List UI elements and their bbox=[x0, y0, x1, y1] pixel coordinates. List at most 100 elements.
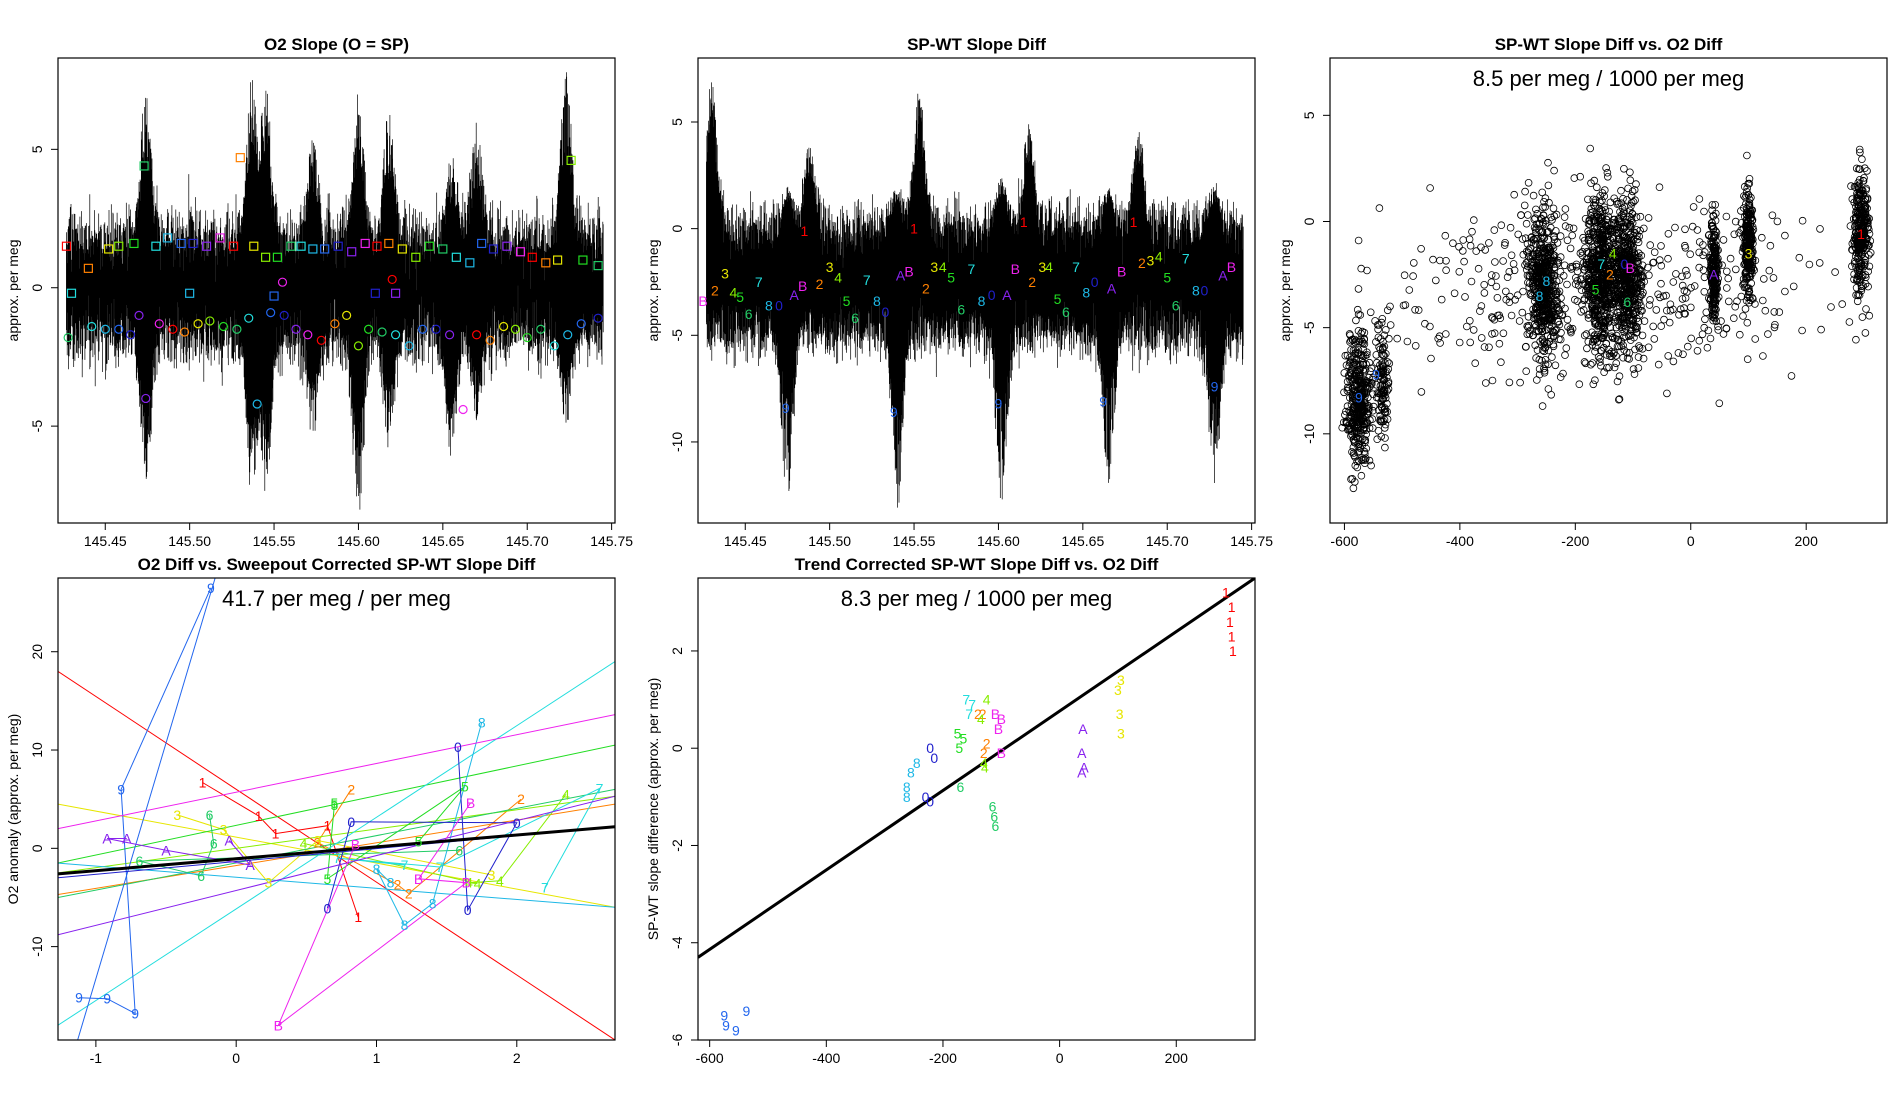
scatter-point bbox=[1654, 360, 1663, 369]
scatter-point bbox=[1626, 230, 1635, 239]
scatter-point bbox=[1712, 285, 1720, 294]
scatter-point bbox=[1705, 231, 1713, 239]
scatter-point bbox=[1587, 360, 1595, 369]
scatter-point bbox=[1568, 231, 1576, 240]
scatter-point bbox=[1544, 360, 1552, 369]
square-marker bbox=[541, 258, 551, 268]
group-label: 9 bbox=[207, 580, 215, 596]
x-tick-label: 145.75 bbox=[590, 533, 633, 549]
group-label: 1 bbox=[199, 774, 207, 790]
scatter-point bbox=[1357, 471, 1366, 480]
scatter-point bbox=[1628, 210, 1637, 218]
scatter-point bbox=[1682, 266, 1690, 275]
scatter-point bbox=[1731, 217, 1740, 226]
square-marker bbox=[578, 255, 588, 265]
scatter-point bbox=[1509, 260, 1518, 268]
y-tick-label: 0 bbox=[29, 284, 45, 292]
circle-marker bbox=[387, 274, 397, 285]
x-tick-label: 0 bbox=[232, 1050, 240, 1066]
square-marker bbox=[397, 244, 407, 254]
scatter-point bbox=[1610, 215, 1619, 224]
scatter-point bbox=[1493, 293, 1502, 302]
scatter-point bbox=[1348, 335, 1357, 344]
scatter-point bbox=[1740, 182, 1749, 191]
scatter-point bbox=[1349, 404, 1358, 412]
x-tick-label: 145.65 bbox=[1061, 533, 1104, 549]
scatter-point bbox=[1695, 263, 1703, 272]
scatter-point bbox=[1855, 263, 1863, 271]
y-tick-label: -5 bbox=[1301, 321, 1317, 334]
scatter-point bbox=[1592, 319, 1600, 328]
scatter-point bbox=[1592, 282, 1600, 291]
scatter-point bbox=[1831, 268, 1839, 276]
y-tick-label: 0 bbox=[669, 225, 685, 233]
scatter-point bbox=[1712, 261, 1720, 270]
scatter-point bbox=[1711, 273, 1720, 282]
scatter-point bbox=[1600, 324, 1609, 333]
scatter-point bbox=[1751, 300, 1759, 308]
scatter-point bbox=[1589, 246, 1597, 255]
scatter-point bbox=[1549, 342, 1558, 351]
scatter-point bbox=[1570, 174, 1579, 182]
scatter-point bbox=[1542, 257, 1551, 266]
scatter-point bbox=[1524, 211, 1532, 219]
scatter-point bbox=[1590, 332, 1598, 341]
group-label: 0 bbox=[926, 740, 934, 756]
scatter-point bbox=[1540, 368, 1549, 377]
group-fit-line bbox=[58, 795, 615, 936]
group-label: 0 bbox=[513, 815, 521, 831]
scatter-point bbox=[1827, 303, 1835, 311]
scatter-point bbox=[1563, 280, 1571, 289]
scatter-point bbox=[1505, 378, 1514, 387]
scatter-point bbox=[1414, 306, 1423, 314]
scatter-point bbox=[1626, 241, 1634, 250]
group-label: 9 bbox=[743, 1003, 751, 1019]
group-label: 7 bbox=[968, 261, 976, 277]
scatter-point bbox=[1540, 198, 1548, 206]
scatter-point bbox=[1599, 274, 1607, 283]
scatter-point bbox=[1524, 248, 1532, 257]
y-tick-label: 5 bbox=[669, 118, 685, 126]
scatter-point bbox=[1659, 292, 1668, 301]
scatter-point bbox=[1613, 200, 1622, 208]
group-label: B bbox=[466, 795, 475, 811]
scatter-point bbox=[1604, 173, 1612, 181]
y-tick-label: 0 bbox=[1301, 217, 1317, 225]
y-axis-label: approx. per meg bbox=[5, 240, 21, 342]
scatter-point bbox=[1693, 346, 1702, 355]
square-marker bbox=[308, 244, 318, 254]
x-tick-label: 145.65 bbox=[421, 533, 464, 549]
scatter-point bbox=[1625, 332, 1633, 341]
scatter-point bbox=[1787, 372, 1796, 380]
scatter-point bbox=[1743, 218, 1751, 226]
scatter-point bbox=[1375, 321, 1383, 329]
scatter-point bbox=[1455, 243, 1463, 251]
circle-marker bbox=[563, 330, 573, 340]
group-label: 7 bbox=[1072, 259, 1080, 275]
scatter-point bbox=[1455, 338, 1464, 347]
scatter-point bbox=[1620, 165, 1628, 173]
square-marker bbox=[139, 161, 149, 171]
scatter-point bbox=[1601, 269, 1609, 278]
scatter-point bbox=[1578, 251, 1587, 260]
scatter-point bbox=[1583, 344, 1591, 353]
group-label: 8 bbox=[1543, 273, 1551, 289]
scatter-point bbox=[1380, 385, 1388, 394]
scatter-point bbox=[1675, 310, 1683, 319]
scatter-point bbox=[1742, 274, 1750, 283]
scatter-point bbox=[1710, 304, 1719, 312]
scatter-point bbox=[1576, 172, 1584, 181]
scatter-point bbox=[1426, 322, 1434, 331]
scatter-point bbox=[1617, 252, 1625, 261]
group-label: 5 bbox=[736, 289, 744, 305]
scatter-point bbox=[1599, 333, 1607, 342]
scatter-point bbox=[1610, 286, 1619, 294]
scatter-point bbox=[1850, 257, 1859, 266]
scatter-point bbox=[1771, 320, 1779, 329]
x-tick-label: 145.55 bbox=[253, 533, 296, 549]
scatter-point bbox=[1764, 330, 1772, 338]
y-axis-label: approx. per meg bbox=[645, 240, 661, 342]
group-label: 3 bbox=[265, 875, 273, 891]
group-label: 2 bbox=[394, 877, 402, 893]
